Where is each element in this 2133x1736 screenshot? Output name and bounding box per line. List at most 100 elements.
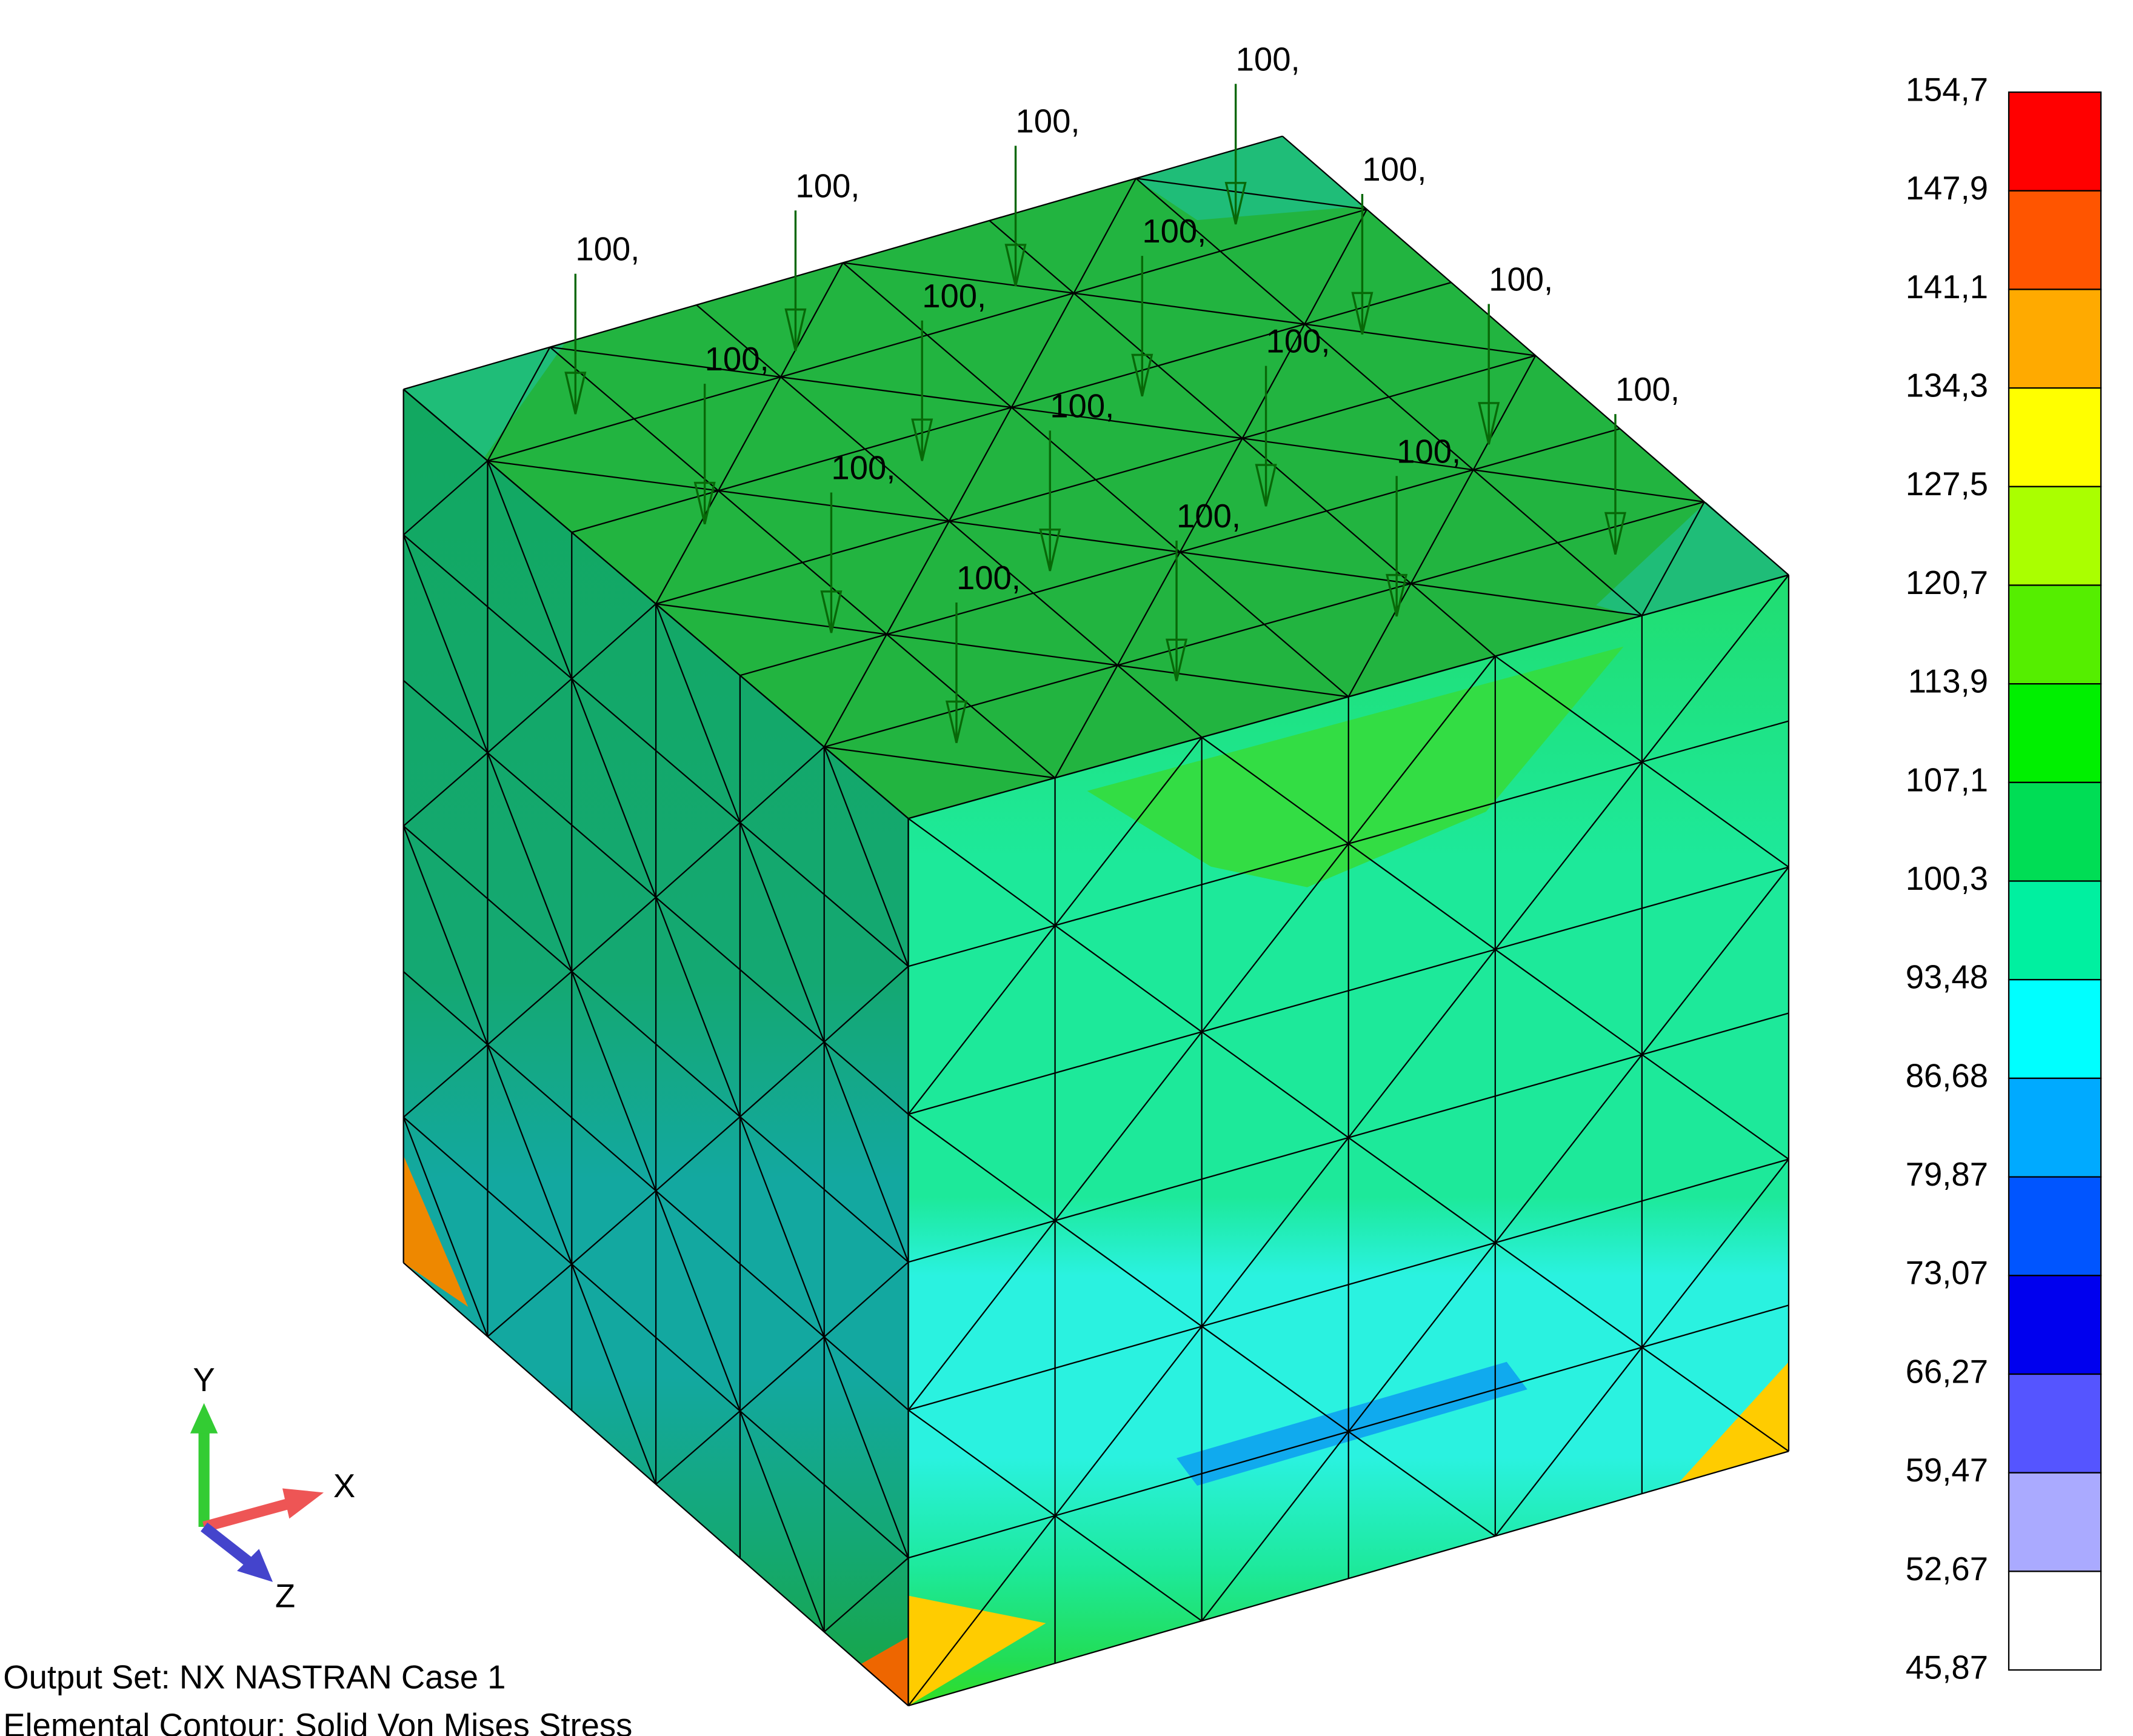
mesh-edge [1495,655,1643,763]
mesh-edge [1410,469,1474,584]
axis-triad: Y X Z [190,1361,355,1614]
x-axis-head [282,1488,324,1519]
output-set: Output Set: NX NASTRAN Case 1 [3,1658,506,1695]
legend-swatch [2008,1472,2102,1572]
mesh-edge [1054,924,1203,1033]
mesh-edge [655,822,741,898]
mesh-edge [487,1263,573,1337]
mesh-edge [1641,574,1789,763]
load-label: 100, [1016,103,1080,140]
load-arrow-head [1131,353,1153,396]
loads: 100, 100, 100, 100, 100, 100, 100, 100, 100, 100,… [564,41,1680,743]
load-arrow-head [911,418,933,461]
legend-label: 147,9 [1906,170,1988,207]
mesh-edge [1201,1326,1349,1432]
load-arrow-head [1478,402,1500,445]
load-label: 100, [1397,433,1461,470]
load-label: 100, [1489,261,1553,298]
mesh-edge [402,1117,489,1337]
mesh-edge [1641,501,1705,616]
mesh-edge [1641,866,1789,1055]
mesh-edge [823,633,887,747]
mesh-edge [655,1410,741,1485]
legend-swatch [2008,1275,2102,1375]
legend-swatch [2008,1373,2102,1474]
legend-label: 154,7 [1906,71,1988,108]
load-label: 100, [1142,213,1206,250]
mesh-edge [908,1451,1789,1707]
mesh-edge [1054,1031,1203,1221]
mesh-edge [907,925,1056,1115]
mesh-edge [739,1411,825,1632]
top-face-region [1596,502,1789,619]
legend-swatch [2008,584,2102,685]
contour-type: Elemental Contour: Solid Von Mises Stres… [3,1707,632,1736]
load-arrow-head [1386,573,1408,617]
model: 100, 100, 100, 100, 100, 100, 100, 100, 100, 100,… [402,41,1790,1707]
mesh-edge [1304,323,1536,356]
load-label: 100, [1266,323,1330,360]
load-label: 100, [795,167,860,204]
mesh-edge [571,603,656,679]
legend-swatch [2008,91,2102,192]
z-axis-arrow [200,1522,252,1566]
mesh-edge [1201,736,1349,844]
mesh-edge [1641,1053,1789,1160]
mesh-edge [571,678,657,898]
legend: 154,7 147,9 141,1 134,3 127,5 120,7 113,9 107,1… [1906,71,2102,1686]
mesh-edge [1073,292,1305,325]
legend-label: 134,3 [1906,367,1988,404]
load-arrow-head [1039,529,1061,572]
load-arrow-head [1255,464,1277,507]
mesh-edge [487,752,573,972]
mesh-edge [1054,1220,1203,1327]
mesh-edge [1304,209,1367,325]
top-face [403,136,1789,819]
mesh-edge [739,746,825,823]
mesh-edge [487,460,719,492]
legend-swatch [2008,781,2102,882]
mesh-edge [1641,1346,1789,1452]
mesh-edge [655,1116,741,1192]
mesh-edge [823,1261,909,1338]
left-face-region [860,1637,909,1706]
mesh-edge [655,1190,741,1412]
legend-label: 73,07 [1906,1255,1988,1292]
mesh-edge [487,460,573,679]
mesh-edge [1473,469,1704,503]
mesh-edge [655,603,741,823]
legend-label: 100,3 [1906,860,1988,897]
load-arrow-head [1604,512,1627,555]
mesh-edge [1011,407,1243,439]
mesh-edge [487,1044,573,1264]
mesh-edge [487,347,551,461]
mesh-edge [739,1041,825,1118]
mesh-edge [402,752,489,827]
mesh-edge [1054,736,1203,926]
load-label: 100, [831,450,895,487]
legend-label: 45,87 [1906,1649,1988,1686]
top-face-region [403,344,565,461]
mesh-edge [907,1515,1056,1706]
mesh-edge [739,822,825,1043]
legend-label: 107,1 [1906,761,1988,798]
mesh-edge [824,501,1705,748]
mesh-edge [571,1264,657,1485]
load-label: 100, [575,231,639,268]
legend-swatch [2008,486,2102,586]
mesh-edge [823,1041,909,1263]
legend-swatch [2008,1176,2102,1277]
load-label: 100, [922,278,986,315]
legend-swatch [2008,880,2102,981]
mesh-edge [718,376,781,492]
load-label: 100, [1615,371,1680,408]
mesh-edge [1179,438,1243,553]
load-label: 100, [956,559,1021,596]
mesh-edge [1494,1054,1643,1243]
mesh-edge [1201,1431,1349,1621]
load-label: 100, [1050,387,1114,424]
load-arrow-head [1351,292,1374,335]
mesh-edge [1054,1515,1203,1622]
mesh-edge [824,746,1055,779]
